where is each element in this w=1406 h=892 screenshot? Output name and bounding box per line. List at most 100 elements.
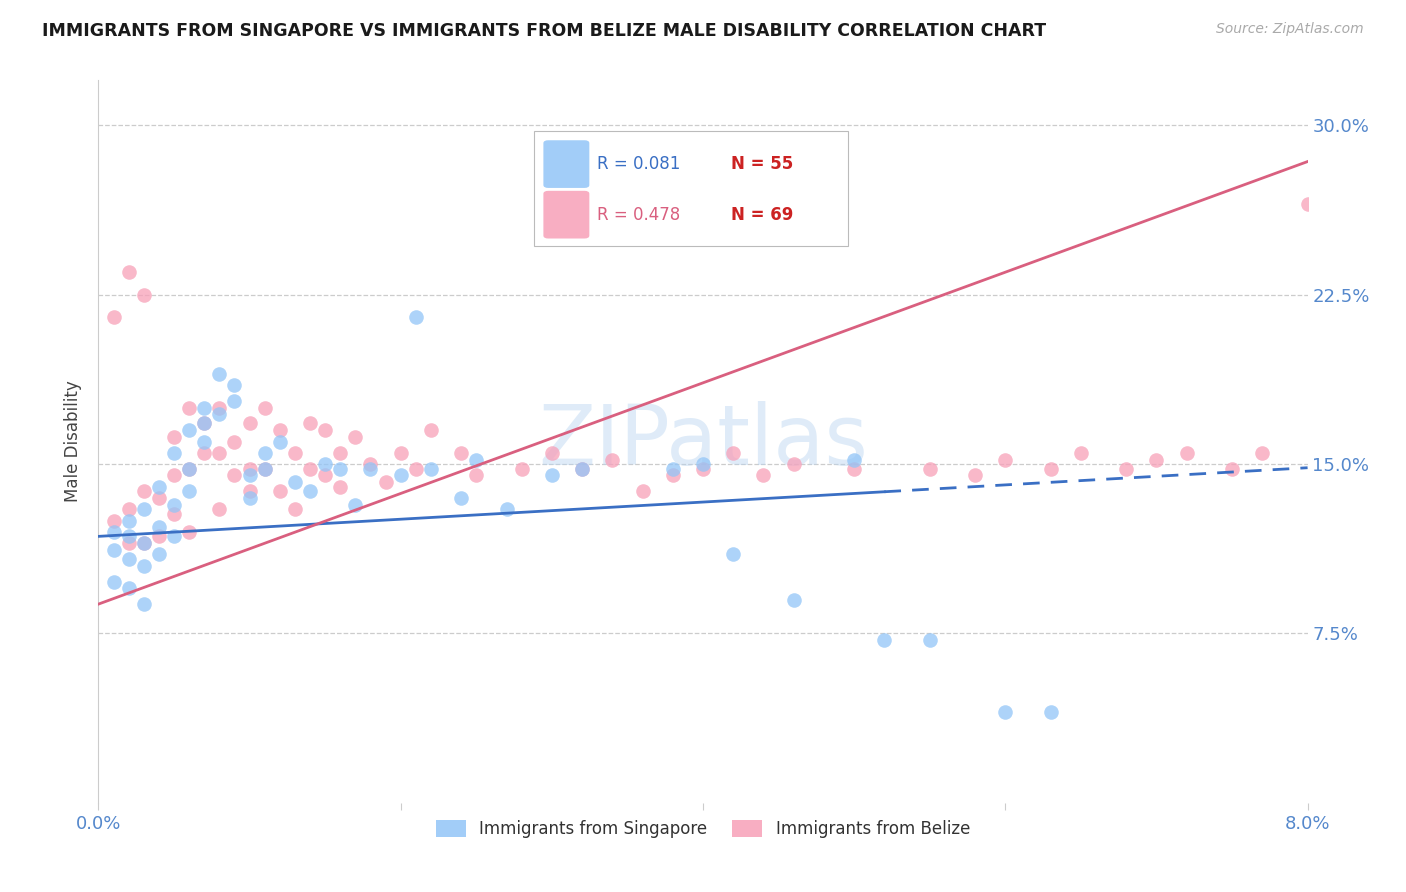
Point [965, 468, 987, 483]
Point [239, 484, 262, 499]
Point [329, 446, 352, 460]
Point [602, 452, 624, 467]
Point [389, 468, 412, 483]
Point [844, 461, 866, 475]
FancyBboxPatch shape [543, 191, 589, 238]
Point [360, 457, 382, 471]
Point [118, 514, 141, 528]
Point [540, 468, 562, 483]
Point [284, 446, 307, 460]
Point [329, 480, 352, 494]
Point [405, 310, 427, 325]
Point [1115, 461, 1137, 475]
Text: R = 0.478: R = 0.478 [596, 206, 681, 224]
Text: ZIPatlas: ZIPatlas [538, 401, 868, 482]
Point [420, 423, 443, 437]
Point [103, 524, 125, 539]
Point [1039, 461, 1062, 475]
Point [148, 491, 170, 505]
Point [224, 378, 246, 392]
Point [239, 417, 262, 431]
Point [1175, 446, 1198, 460]
Text: IMMIGRANTS FROM SINGAPORE VS IMMIGRANTS FROM BELIZE MALE DISABILITY CORRELATION : IMMIGRANTS FROM SINGAPORE VS IMMIGRANTS … [42, 22, 1046, 40]
Point [118, 582, 141, 596]
Point [193, 446, 215, 460]
Point [132, 536, 155, 550]
Point [132, 558, 155, 573]
Point [571, 461, 593, 475]
Point [783, 457, 806, 471]
Text: R = 0.081: R = 0.081 [596, 155, 681, 173]
Text: N = 55: N = 55 [731, 155, 793, 173]
Text: N = 69: N = 69 [731, 206, 793, 224]
Point [661, 468, 683, 483]
FancyBboxPatch shape [543, 140, 589, 188]
Point [132, 597, 155, 611]
Point [1146, 452, 1168, 467]
Point [208, 401, 231, 415]
Y-axis label: Male Disability: Male Disability [65, 381, 83, 502]
Point [148, 520, 170, 534]
Point [299, 417, 322, 431]
Point [163, 468, 186, 483]
Point [193, 417, 215, 431]
Point [103, 574, 125, 589]
Point [269, 484, 291, 499]
Point [495, 502, 517, 516]
Point [253, 446, 276, 460]
Point [1296, 197, 1319, 211]
Point [465, 468, 488, 483]
Point [208, 408, 231, 422]
Point [239, 468, 262, 483]
Point [284, 475, 307, 490]
Point [329, 461, 352, 475]
Point [873, 633, 896, 648]
Point [253, 461, 276, 475]
Point [994, 706, 1017, 720]
Point [193, 401, 215, 415]
Point [465, 452, 488, 467]
Point [1070, 446, 1092, 460]
Point [208, 367, 231, 381]
Point [344, 430, 367, 444]
Point [344, 498, 367, 512]
Point [163, 430, 186, 444]
Point [360, 461, 382, 475]
Point [253, 401, 276, 415]
Point [132, 287, 155, 301]
Point [389, 446, 412, 460]
Point [163, 529, 186, 543]
Point [179, 484, 201, 499]
Point [723, 548, 745, 562]
Point [374, 475, 396, 490]
Point [179, 524, 201, 539]
Point [1251, 446, 1274, 460]
Point [118, 502, 141, 516]
Point [299, 484, 322, 499]
Point [1039, 706, 1062, 720]
Point [103, 310, 125, 325]
Point [224, 434, 246, 449]
Point [193, 434, 215, 449]
Point [118, 552, 141, 566]
Point [661, 461, 683, 475]
Point [103, 514, 125, 528]
Point [783, 592, 806, 607]
Point [269, 434, 291, 449]
Point [994, 452, 1017, 467]
Point [631, 484, 654, 499]
Point [239, 461, 262, 475]
Point [314, 423, 336, 437]
Point [208, 446, 231, 460]
Point [208, 502, 231, 516]
Point [163, 507, 186, 521]
Point [179, 423, 201, 437]
Point [314, 457, 336, 471]
Point [148, 480, 170, 494]
Point [224, 468, 246, 483]
Point [132, 484, 155, 499]
Point [179, 461, 201, 475]
Point [148, 529, 170, 543]
Point [253, 461, 276, 475]
Point [132, 502, 155, 516]
